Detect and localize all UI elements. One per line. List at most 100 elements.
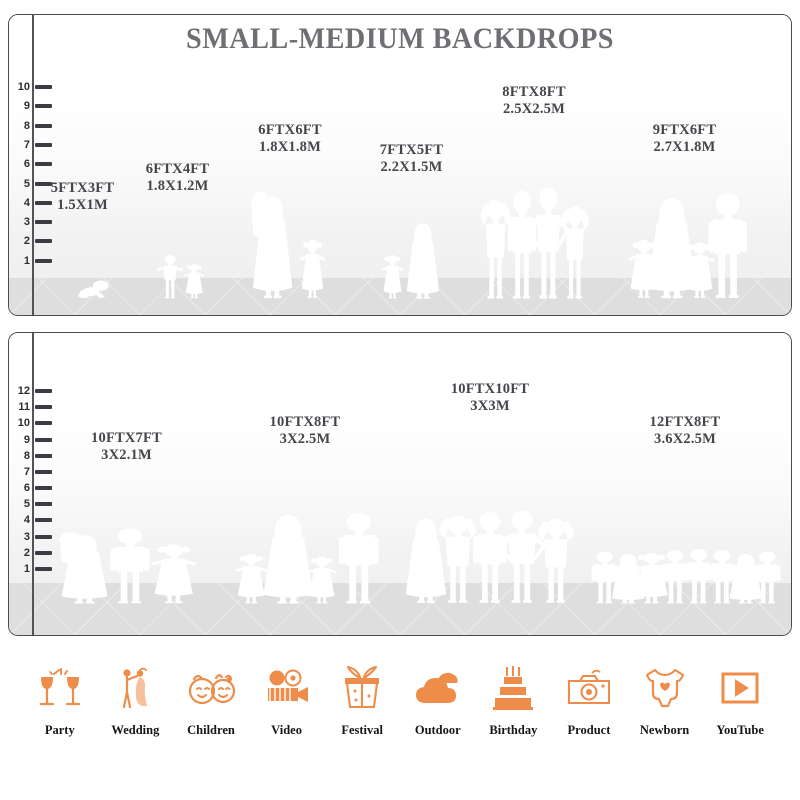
svg-text:for you: for you [450,426,530,457]
backdrop-bar-7ftx5ft[interactable]: 7FTX5FT 2.2X1.5M [364,142,459,299]
axis-tick-label: 8 [23,119,30,132]
bar-size-feet: 10FTX8FT [269,413,341,430]
axis-tick-mark [35,104,52,109]
use-case-youtube[interactable]: YouTube [702,660,778,738]
use-case-product[interactable]: Product [551,660,627,738]
axis-tick-1: 1 [9,562,67,576]
backdrop-bar-12ftx8ft[interactable]: 12FTX8FT 3.6X2.5M [587,414,783,604]
axis-tick-label: 5 [23,498,30,511]
axis-tick-mark [35,220,52,225]
backdrop-bar-6ftx4ft[interactable]: 6FTX4FT 1.8X1.2M [131,161,224,299]
axis-tick-4: 4 [9,513,67,527]
axis-tick-mark [35,258,52,263]
bar-size-meters: 2.2X1.5M [380,158,443,175]
two-kid-faces-icon [173,660,249,716]
people-silhouettes [474,144,594,299]
axis-tick-3: 3 [9,215,67,229]
bar-size-label: 10FTX8FT 3X2.5M [270,414,341,448]
axis-tick-3: 3 [9,530,67,544]
axis-tick-label: 1 [23,562,30,575]
axis-tick-label: 8 [23,449,30,462]
bar-size-feet: 6FTX6FT [258,122,322,139]
floor-strip [9,278,791,315]
play-button-icon [702,660,778,716]
cloud-icon [400,660,476,716]
bar-size-feet: 9FTX6FT [652,122,717,139]
use-case-festival[interactable]: Festival [324,660,400,738]
small-medium-backdrops-chart: 10 9 8 7 6 5 4 3 2 1 5FTX3FT 1.5X1M 6FTX4FT 1.8X1.2M… [8,14,792,316]
axis-tick-mark [35,142,52,147]
use-case-icon-row: Party Wedding Children Vid [8,660,792,768]
floor-strip [9,583,791,635]
axis-tick-label: 11 [18,401,30,414]
axis-tick-label: 7 [23,138,30,151]
bar-size-feet: 10FTX10FT [450,381,530,398]
backdrop-bar-10ftx8ft[interactable]: 10FTX8FT 3X2.5M [221,414,389,604]
axis-tick-mark [35,437,52,442]
bar-size-label: 6FTX6FT 1.8X1.8M [258,122,321,156]
use-case-wedding[interactable]: Wedding [98,660,174,738]
axis-tick-label: 2 [23,235,30,248]
y-axis-ruler-top: 10 9 8 7 6 5 4 3 2 1 [9,15,67,315]
script-watermark: for you [408,425,572,459]
axis-tick-1: 1 [9,254,67,268]
bar-size-meters: 3X2.5M [279,430,331,447]
use-case-label: Outdoor [414,723,461,737]
bar-size-label: 9FTX6FT 2.7X1.8M [653,122,716,156]
wine-glasses-toast-icon [22,660,98,716]
bar-size-label: 8FTX8FT 2.5X2.5M [502,84,565,118]
bar-size-meters: 2.7X1.8M [653,139,716,156]
axis-tick-5: 5 [9,177,67,191]
axis-tick-mark [35,421,52,426]
bar-size-meters: 3X2.1M [101,446,152,463]
backdrop-bar-8ftx8ft[interactable]: 8FTX8FT 2.5X2.5M [474,84,594,299]
y-axis-ruler-bottom: 12 11 10 9 8 7 6 5 4 3 2 1 [9,333,67,635]
axis-tick-label: 9 [23,433,30,446]
backdrop-bar-10ftx10ft[interactable]: for you 10FTX10FT 3X3M [401,381,579,604]
axis-tick-label: 6 [23,482,30,494]
backdrop-bar-6ftx6ft[interactable]: 6FTX6FT 1.8X1.8M [239,122,341,299]
use-case-birthday[interactable]: Birthday [476,660,552,738]
axis-tick-9: 9 [9,433,67,447]
backdrop-bar-9ftx6ft[interactable]: 9FTX6FT 2.7X1.8M [621,122,748,299]
gift-box-icon [324,660,400,716]
axis-tick-mark [35,566,52,571]
axis-tick-label: 4 [23,514,30,527]
use-case-children[interactable]: Children [173,660,249,738]
use-case-newborn[interactable]: Newborn [627,660,703,738]
people-silhouettes [221,474,389,604]
axis-tick-6: 6 [9,481,67,495]
use-case-party[interactable]: Party [22,660,98,738]
axis-tick-2: 2 [9,234,67,248]
bar-size-label: 7FTX5FT 2.2X1.5M [380,142,443,176]
axis-tick-mark [35,453,52,458]
axis-tick-8: 8 [9,119,67,133]
bar-size-meters: 3X3M [470,398,510,415]
axis-tick-mark [35,181,52,186]
axis-tick-label: 9 [23,100,30,113]
use-case-outdoor[interactable]: Outdoor [400,660,476,738]
axis-tick-label: 2 [23,546,30,559]
photo-camera-icon [551,660,627,716]
axis-tick-mark [35,405,52,410]
axis-tick-mark [35,469,52,474]
axis-tick-4: 4 [9,196,67,210]
use-case-label: Party [44,723,75,737]
use-case-video[interactable]: Video [249,660,325,738]
large-backdrops-chart: 12 11 10 9 8 7 6 5 4 3 2 1 10FTX7FT 3X2.1M 10FTX8FT 3X… [8,332,792,636]
axis-tick-10: 10 [9,80,67,94]
use-case-label: YouTube [716,723,764,737]
axis-tick-8: 8 [9,449,67,463]
use-case-label: Newborn [639,723,690,737]
axis-tick-label: 6 [23,158,30,171]
bar-size-meters: 1.8X1.8M [258,139,321,156]
tiered-cake-icon [476,660,552,716]
bar-size-label: 12FTX8FT 3.6X2.5M [650,414,721,448]
people-silhouettes [401,441,579,604]
axis-tick-mark [35,502,52,507]
bar-size-meters: 1.8X1.2M [146,177,209,194]
axis-tick-7: 7 [9,465,67,479]
bride-groom-icon [98,660,174,716]
bar-size-feet: 6FTX4FT [145,160,210,177]
bar-size-label: 6FTX4FT 1.8X1.2M [146,161,209,195]
